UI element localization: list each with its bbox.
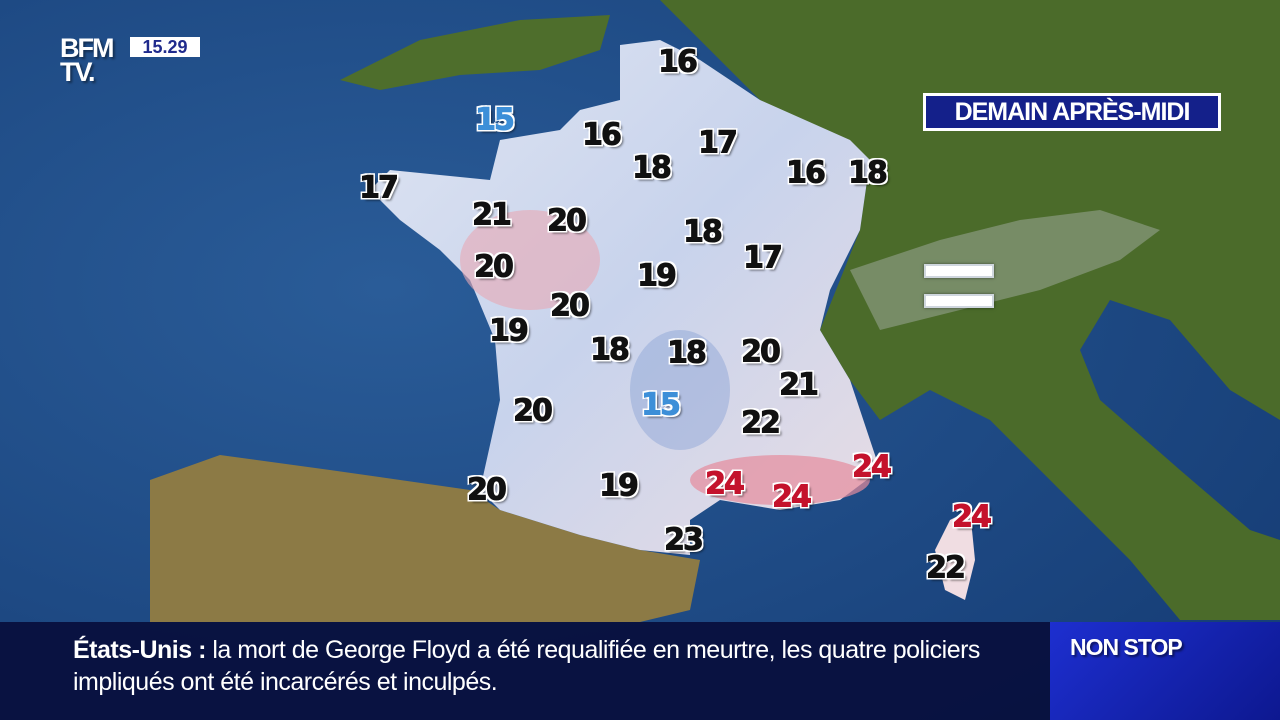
temperature-label: 20	[547, 203, 588, 239]
france-land	[370, 40, 880, 555]
corsica-land	[935, 510, 975, 600]
temperature-label: 17	[743, 240, 784, 276]
period-label: DEMAIN APRÈS-MIDI	[923, 93, 1221, 131]
temperature-label: 17	[359, 170, 400, 206]
temperature-label: 22	[926, 550, 967, 586]
temperature-label: 17	[698, 125, 739, 161]
temperature-label: 24	[772, 479, 813, 515]
spain-land	[150, 455, 700, 622]
warm-area-south	[690, 455, 870, 505]
news-ticker: États-Unis : la mort de George Floyd a é…	[0, 622, 1050, 720]
bfmtv-logo: BFM TV.	[60, 33, 115, 87]
england-land	[340, 15, 610, 90]
temperature-label: 19	[599, 468, 640, 504]
temperature-label: 21	[779, 367, 820, 403]
temperature-label: 24	[705, 466, 746, 502]
non-stop-badge: NON STOP	[1050, 622, 1280, 720]
warm-area-west	[460, 210, 600, 310]
temperature-label: 16	[786, 155, 827, 191]
temperature-label: 20	[741, 334, 782, 370]
ticker-text: la mort de George Floyd a été requalifié…	[73, 636, 980, 696]
cool-area-center	[630, 330, 730, 450]
temperature-label: 19	[489, 313, 530, 349]
temperature-label: 20	[550, 288, 591, 324]
temperature-label: 18	[590, 332, 631, 368]
temperature-label: 22	[741, 405, 782, 441]
temperature-label: 16	[582, 117, 623, 153]
temperature-label: 20	[467, 472, 508, 508]
temperature-label: 21	[472, 197, 513, 233]
temperature-label: 24	[852, 449, 893, 485]
temperature-label: 20	[513, 393, 554, 429]
temperature-label: 15	[641, 387, 682, 423]
temperature-label: 18	[667, 335, 708, 371]
temperature-label: 18	[632, 150, 673, 186]
temperature-label: 15	[475, 102, 516, 138]
mist-bar	[924, 264, 994, 278]
clock: 15.29	[130, 37, 200, 57]
temperature-label: 18	[848, 155, 889, 191]
mist-bar	[924, 294, 994, 308]
temperature-label: 24	[952, 499, 993, 535]
europe-land	[660, 0, 1280, 620]
temperature-label: 18	[683, 214, 724, 250]
temperature-label: 19	[637, 258, 678, 294]
temperature-label: 16	[658, 44, 699, 80]
temperature-label: 20	[474, 249, 515, 285]
temperature-label: 23	[664, 522, 705, 558]
ticker-topic: États-Unis :	[73, 636, 206, 664]
